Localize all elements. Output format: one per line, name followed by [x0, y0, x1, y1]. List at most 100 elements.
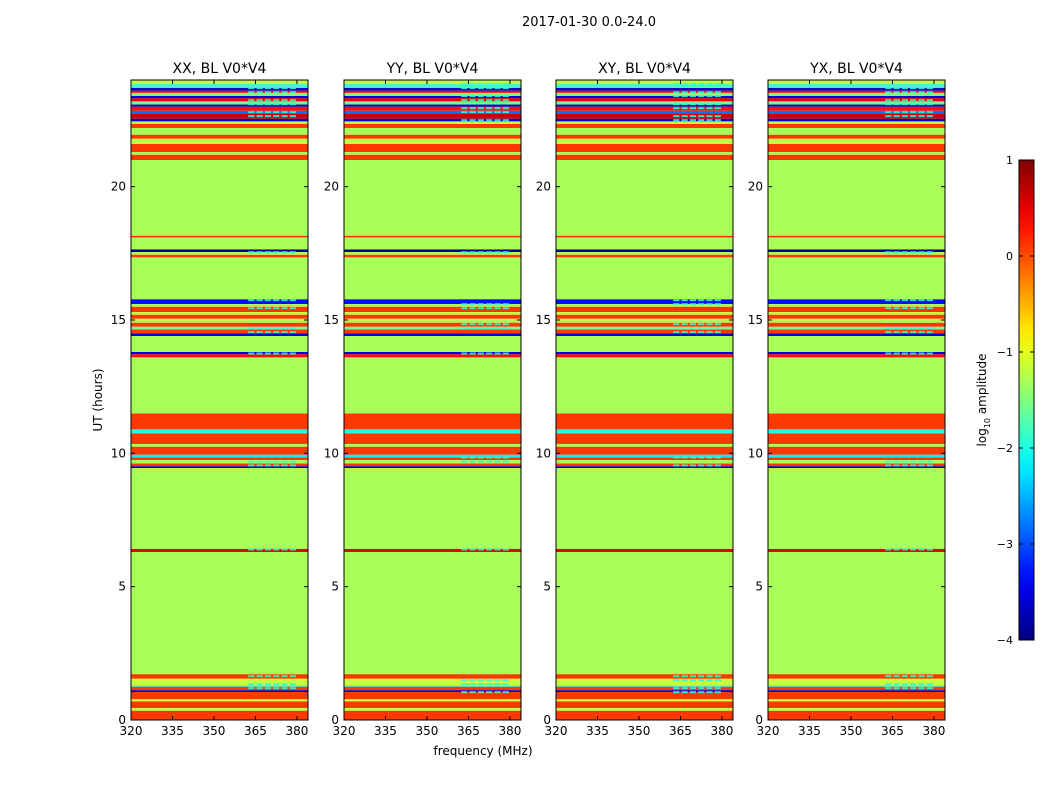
- heatmap-speckle: [256, 251, 263, 254]
- heatmap-band: [768, 113, 945, 119]
- heatmap-speckle: [885, 464, 892, 467]
- heatmap-speckle: [901, 99, 909, 102]
- heatmap-speckle: [469, 456, 476, 459]
- heatmap-speckle: [494, 691, 501, 694]
- heatmap-band: [768, 686, 945, 691]
- heatmap-speckle: [281, 429, 288, 432]
- heatmap-speckle: [698, 107, 705, 110]
- heatmap-speckle: [689, 675, 697, 678]
- heatmap-speckle: [901, 87, 909, 90]
- heatmap-band: [556, 113, 733, 119]
- heatmap-speckle: [469, 83, 476, 86]
- heatmap-speckle: [248, 683, 255, 686]
- heatmap-speckle: [689, 119, 697, 122]
- heatmap-speckle: [289, 331, 296, 334]
- y-tick-label: 20: [324, 180, 339, 194]
- heatmap-speckle: [706, 95, 713, 98]
- heatmap-speckle: [281, 103, 288, 106]
- heatmap-speckle: [273, 687, 280, 690]
- heatmap-speckle: [714, 687, 721, 690]
- heatmap-speckle: [926, 429, 933, 432]
- heatmap-band: [131, 106, 308, 111]
- heatmap-speckle: [918, 464, 925, 467]
- heatmap-band: [131, 678, 308, 686]
- heatmap-band: [768, 118, 945, 122]
- heatmap-speckle: [901, 111, 909, 114]
- heatmap-band: [556, 90, 733, 93]
- heatmap-speckle: [910, 331, 917, 334]
- heatmap-speckle: [281, 331, 288, 334]
- heatmap-band: [344, 160, 521, 236]
- colorbar-tick-label: 1: [1006, 154, 1013, 167]
- heatmap-speckle: [885, 331, 892, 334]
- heatmap-band: [768, 326, 945, 330]
- heatmap-speckle: [673, 456, 680, 459]
- heatmap-speckle: [910, 460, 917, 463]
- heatmap-band: [768, 333, 945, 336]
- heatmap-speckle: [486, 87, 493, 90]
- heatmap-speckle: [494, 119, 501, 122]
- heatmap-speckle: [714, 679, 721, 682]
- heatmap-band: [768, 124, 945, 128]
- heatmap-speckle: [885, 683, 892, 686]
- heatmap-speckle: [248, 429, 255, 432]
- heatmap-speckle: [706, 83, 713, 86]
- heatmap-band: [344, 552, 521, 675]
- heatmap-speckle: [698, 299, 705, 302]
- heatmap-band: [768, 457, 945, 460]
- heatmap-band: [131, 118, 308, 122]
- heatmap-speckle: [477, 460, 485, 463]
- heatmap-speckle: [248, 115, 255, 118]
- heatmap-speckle: [926, 352, 933, 355]
- heatmap-speckle: [673, 83, 680, 86]
- heatmap-band: [131, 257, 308, 300]
- heatmap-band: [344, 322, 521, 327]
- heatmap-band: [131, 336, 308, 352]
- heatmap-band: [344, 686, 521, 691]
- heatmap-band: [131, 101, 308, 105]
- heatmap-speckle: [918, 91, 925, 94]
- heatmap-band: [131, 237, 308, 250]
- y-tick-label: 15: [111, 313, 126, 327]
- heatmap-band: [556, 333, 733, 336]
- heatmap-speckle: [901, 103, 909, 106]
- heatmap-speckle: [461, 307, 468, 310]
- heatmap-speckle: [248, 299, 255, 302]
- heatmap-band: [344, 306, 521, 312]
- heatmap-band: [344, 84, 521, 88]
- heatmap-speckle: [706, 119, 713, 122]
- heatmap-speckle: [673, 691, 680, 694]
- heatmap-speckle: [256, 91, 263, 94]
- heatmap-speckle: [461, 83, 468, 86]
- heatmap-speckle: [494, 307, 501, 310]
- heatmap-band: [556, 84, 733, 88]
- heatmap-band: [344, 326, 521, 330]
- heatmap-speckle: [706, 331, 713, 334]
- heatmap-speckle: [893, 103, 900, 106]
- heatmap-speckle: [926, 464, 933, 467]
- heatmap-band: [768, 336, 945, 352]
- heatmap-band: [768, 468, 945, 549]
- heatmap-band: [131, 674, 308, 679]
- heatmap-speckle: [885, 299, 892, 302]
- heatmap-speckle: [681, 103, 688, 106]
- heatmap-speckle: [918, 460, 925, 463]
- heatmap-speckle: [248, 307, 255, 310]
- heatmap-band: [556, 466, 733, 468]
- heatmap-band: [131, 701, 308, 708]
- panel-frame: [343, 79, 522, 721]
- heatmap-speckle: [706, 91, 713, 94]
- heatmap-band: [768, 552, 945, 675]
- heatmap-band: [131, 457, 308, 460]
- heatmap-speckle: [502, 548, 509, 551]
- heatmap-speckle: [289, 464, 296, 467]
- panel-title: YX, BL V0*V4: [809, 61, 903, 77]
- heatmap-band: [344, 235, 521, 238]
- heatmap-speckle: [486, 107, 493, 110]
- heatmap-band: [556, 454, 733, 458]
- heatmap-band: [131, 429, 308, 434]
- x-tick-label: 335: [586, 724, 609, 738]
- heatmap-band: [768, 154, 945, 160]
- heatmap-band: [556, 710, 733, 720]
- heatmap-speckle: [281, 327, 288, 330]
